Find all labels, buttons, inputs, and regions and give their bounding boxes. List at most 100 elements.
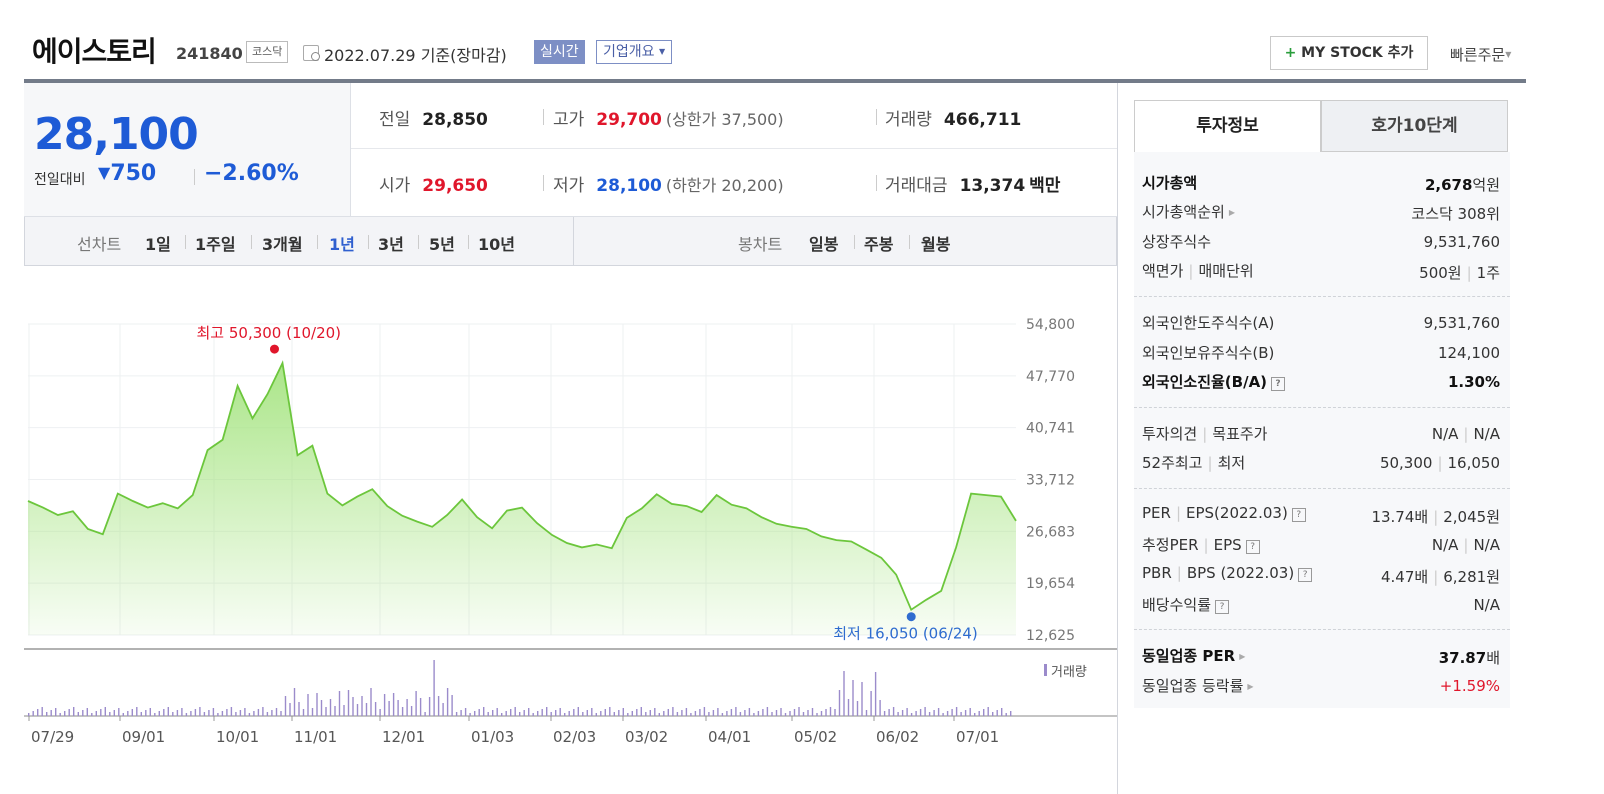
- volume-bar: [226, 709, 228, 716]
- volume-bar: [59, 713, 61, 716]
- plus-icon: +: [1284, 45, 1297, 61]
- invest-info-panel: 투자정보 호가10단계 시가총액 2,678억원 시가총액순위 ▶ 코스닥 308…: [1134, 100, 1510, 708]
- sector-change-value: +1.59%: [1439, 677, 1500, 695]
- volume-bar: [131, 709, 133, 716]
- x-tick-label: 03/02: [625, 728, 668, 746]
- candle-monthly[interactable]: 월봉: [921, 235, 951, 254]
- volume-bar: [262, 707, 264, 716]
- x-tick-label: 11/01: [294, 728, 337, 746]
- market-cap-rank-row: 시가총액순위 ▶ 코스닥 308위: [1142, 201, 1500, 231]
- quick-order-dropdown[interactable]: 빠른주문▼: [1450, 44, 1511, 65]
- high-value: 29,700: [596, 110, 662, 130]
- period-3months[interactable]: 3개월: [262, 235, 303, 254]
- chart-period-bar: 선차트 1일 1주일 3개월 1년 3년 5년 10년 봉차트 일봉 주봉 월봉: [24, 217, 1117, 266]
- target-label: 목표주가: [1212, 425, 1268, 443]
- opinion-row: 투자의견 | 목표주가 N/A | N/A: [1142, 423, 1500, 453]
- w52-low-value: 16,050: [1447, 454, 1501, 472]
- separator: |: [1463, 425, 1469, 443]
- volume-bar: [424, 712, 426, 716]
- est-per-eps-label: 추정PER | EPS?: [1142, 534, 1260, 555]
- market-cap-rank-link[interactable]: 시가총액순위 ▶: [1142, 201, 1235, 222]
- period-10years[interactable]: 10년: [478, 235, 515, 254]
- help-icon[interactable]: ?: [1271, 377, 1286, 391]
- separator: [194, 169, 195, 185]
- volume-bar: [437, 696, 440, 716]
- realtime-button[interactable]: 실시간: [534, 40, 585, 64]
- volume-bar: [654, 708, 656, 716]
- stock-name: 에이스토리: [32, 35, 157, 68]
- add-mystock-button[interactable]: + MY STOCK 추가: [1270, 36, 1428, 70]
- volume-bar: [181, 708, 183, 716]
- volume-bar: [185, 713, 188, 716]
- volume-bar: [919, 709, 922, 716]
- volume-bar: [388, 701, 390, 716]
- volume-bar: [609, 707, 611, 716]
- separator: |: [1188, 262, 1194, 280]
- volume-bar: [316, 693, 318, 716]
- volume-bar: [523, 710, 525, 716]
- help-icon[interactable]: ?: [1245, 540, 1260, 554]
- volume-bar: [41, 707, 43, 716]
- period-1day[interactable]: 1일: [145, 235, 171, 254]
- sector-per-label: 동일업종 PER: [1142, 647, 1236, 665]
- change-value: 750: [110, 161, 157, 186]
- volume-bar: [780, 708, 782, 716]
- volume-bar: [469, 713, 471, 716]
- separator: |: [1433, 568, 1439, 586]
- volume-bar: [392, 693, 395, 716]
- current-price: 28,100: [34, 109, 199, 160]
- foreign-limit-value: 9,531,760: [1423, 314, 1500, 332]
- volume-bar: [735, 707, 737, 716]
- volume-bar: [298, 702, 300, 716]
- period-1week[interactable]: 1주일: [195, 235, 236, 254]
- period-5years[interactable]: 5년: [429, 235, 455, 254]
- volume-bar: [667, 709, 669, 716]
- volume-bar: [672, 707, 674, 716]
- volume-bar: [960, 712, 962, 716]
- volume-bar: [843, 671, 845, 716]
- face-unit-value: 500원 | 1주: [1419, 262, 1500, 283]
- volume-bar: [744, 710, 746, 716]
- section-divider: [1134, 488, 1510, 489]
- sector-change-link[interactable]: 동일업종 등락률 ▶: [1142, 675, 1254, 696]
- pbr-bps-label: PBR | BPS (2022.03)?: [1142, 564, 1313, 582]
- header-divider: [24, 79, 1526, 83]
- high-annotation: 최고 50,300 (10/20): [196, 324, 341, 342]
- candle-chart-label: 봉차트: [738, 235, 783, 254]
- help-icon[interactable]: ?: [1215, 600, 1230, 614]
- volume-bar: [996, 710, 998, 716]
- volume-bar: [874, 672, 877, 716]
- candle-weekly[interactable]: 주봉: [864, 235, 894, 254]
- y-tick-label: 19,654: [1026, 576, 1075, 592]
- help-icon[interactable]: ?: [1291, 508, 1306, 522]
- sector-per-link[interactable]: 동일업종 PER ▶: [1142, 645, 1245, 666]
- separator: |: [1437, 454, 1443, 472]
- w52-row: 52주최고 | 최저 50,300 | 16,050: [1142, 452, 1500, 482]
- volume-bar: [510, 709, 512, 716]
- section-divider: [1134, 407, 1510, 408]
- volume-bar: [627, 713, 629, 716]
- low-value: 28,100: [596, 176, 662, 196]
- volume-bar: [154, 713, 156, 716]
- volume-bar: [870, 691, 872, 716]
- volume-bar: [487, 712, 489, 716]
- calendar-clock-icon: [303, 45, 320, 61]
- tab-invest-info[interactable]: 투자정보: [1134, 100, 1321, 152]
- period-3years[interactable]: 3년: [378, 235, 404, 254]
- volume-bar: [1010, 711, 1012, 716]
- amount-unit: 백만: [1029, 176, 1061, 196]
- volume-bar: [690, 713, 692, 716]
- volume-bar: [32, 711, 34, 716]
- candle-daily[interactable]: 일봉: [809, 235, 839, 254]
- eps-label: EPS(2022.03): [1186, 504, 1288, 522]
- volume-bar: [564, 713, 566, 716]
- market-cap-row: 시가총액 2,678억원: [1142, 172, 1500, 202]
- volume-bar: [203, 712, 206, 716]
- company-overview-dropdown[interactable]: 기업개요 ▼: [596, 40, 673, 64]
- help-icon[interactable]: ?: [1298, 568, 1313, 582]
- period-1year[interactable]: 1년: [329, 235, 355, 254]
- est-eps-value: N/A: [1473, 536, 1500, 554]
- price-chart[interactable]: 54,800 47,770 40,741 33,712 26,683 19,654 12,6…: [24, 266, 1117, 794]
- volume-bar: [460, 710, 462, 716]
- tab-orderbook[interactable]: 호가10단계: [1321, 100, 1508, 152]
